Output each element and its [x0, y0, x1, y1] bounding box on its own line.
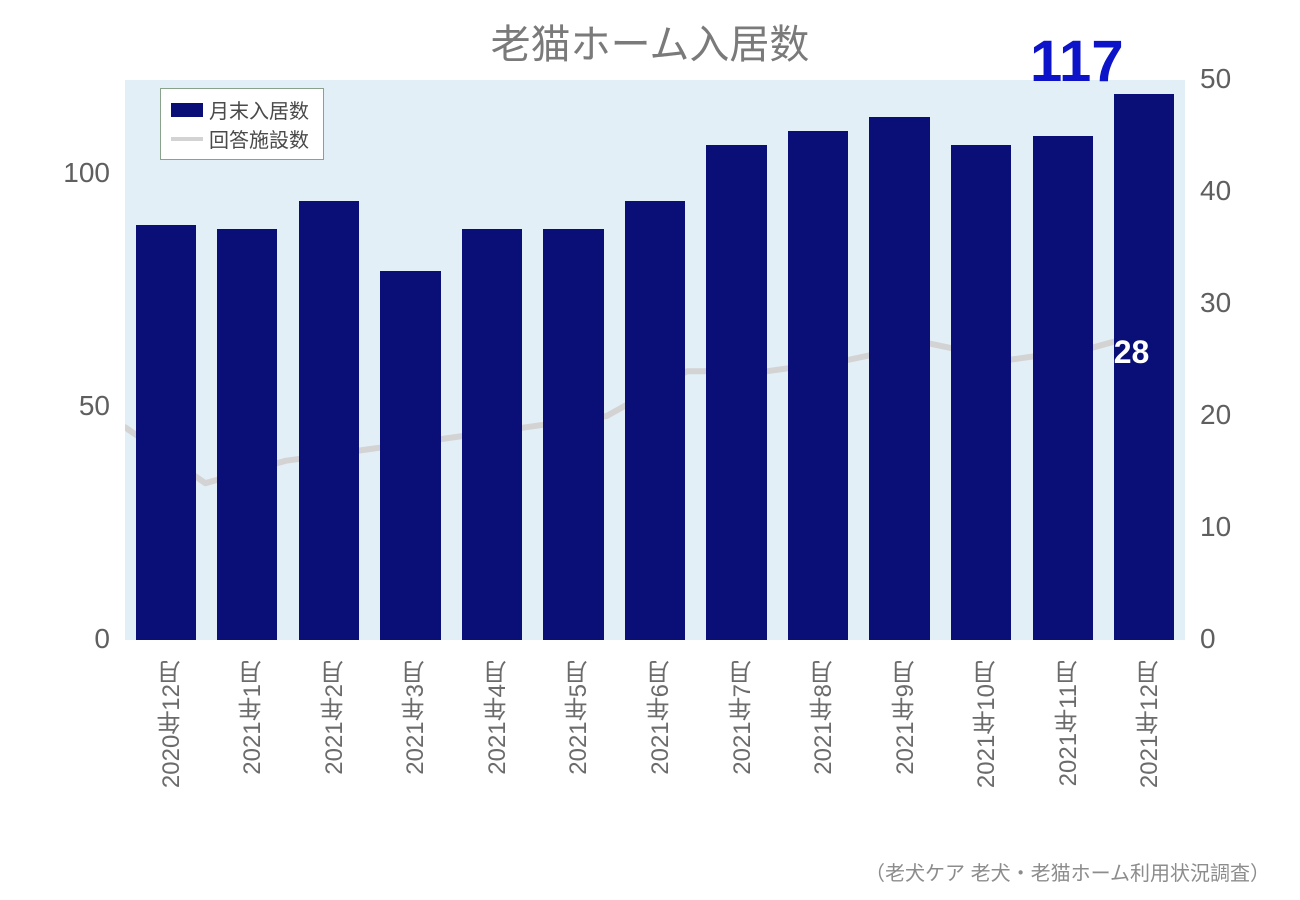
legend-line-swatch	[171, 137, 203, 141]
bar	[706, 145, 766, 640]
y-left-tick: 0	[0, 623, 110, 655]
x-category-label: 2021年3月	[398, 660, 433, 775]
x-category-label: 2021年6月	[643, 660, 678, 775]
y-right-tick: 30	[1200, 287, 1231, 319]
y-right-tick: 50	[1200, 63, 1231, 95]
bar	[217, 229, 277, 640]
legend-item-line: 回答施設数	[171, 124, 309, 153]
bar	[1033, 136, 1093, 640]
x-category-label: 2021年2月	[317, 660, 352, 775]
x-category-label: 2021年9月	[888, 660, 923, 775]
bar	[951, 145, 1011, 640]
x-category-label: 2021年7月	[725, 660, 760, 775]
line-callout-value: 28	[1114, 334, 1150, 371]
legend-bar-swatch	[171, 103, 203, 117]
y-right-tick: 20	[1200, 399, 1231, 431]
legend-item-bar: 月末入居数	[171, 95, 309, 124]
bar	[380, 271, 440, 640]
bar-callout-value: 117	[1030, 28, 1124, 95]
x-category-label: 2021年1月	[235, 660, 270, 775]
legend-bar-label: 月末入居数	[209, 95, 309, 124]
x-category-label: 2021年5月	[561, 660, 596, 775]
x-category-label: 2021年10月	[969, 660, 1004, 788]
x-category-label: 2021年12月	[1132, 660, 1167, 788]
x-category-label: 2021年4月	[480, 660, 515, 775]
bar	[869, 117, 929, 640]
y-left-tick: 100	[0, 157, 110, 189]
y-right-tick: 10	[1200, 511, 1231, 543]
bar	[625, 201, 685, 640]
bar	[136, 225, 196, 640]
x-category-label: 2021年8月	[806, 660, 841, 775]
bar	[462, 229, 522, 640]
x-category-label: 2021年11月	[1051, 660, 1086, 786]
legend-line-label: 回答施設数	[209, 124, 309, 153]
y-left-tick: 50	[0, 390, 110, 422]
source-note: （老犬ケア 老犬・老猫ホーム利用状況調査）	[865, 857, 1270, 886]
plot-area	[125, 80, 1185, 640]
bar	[543, 229, 603, 640]
x-category-label: 2020年12月	[154, 660, 189, 788]
bar	[299, 201, 359, 640]
y-right-tick: 40	[1200, 175, 1231, 207]
y-right-tick: 0	[1200, 623, 1216, 655]
bar	[788, 131, 848, 640]
legend: 月末入居数 回答施設数	[160, 88, 324, 160]
chart-container: 老猫ホーム入居数 月末入居数 回答施設数 117 28 （老犬ケア 老犬・老猫ホ…	[0, 0, 1300, 900]
